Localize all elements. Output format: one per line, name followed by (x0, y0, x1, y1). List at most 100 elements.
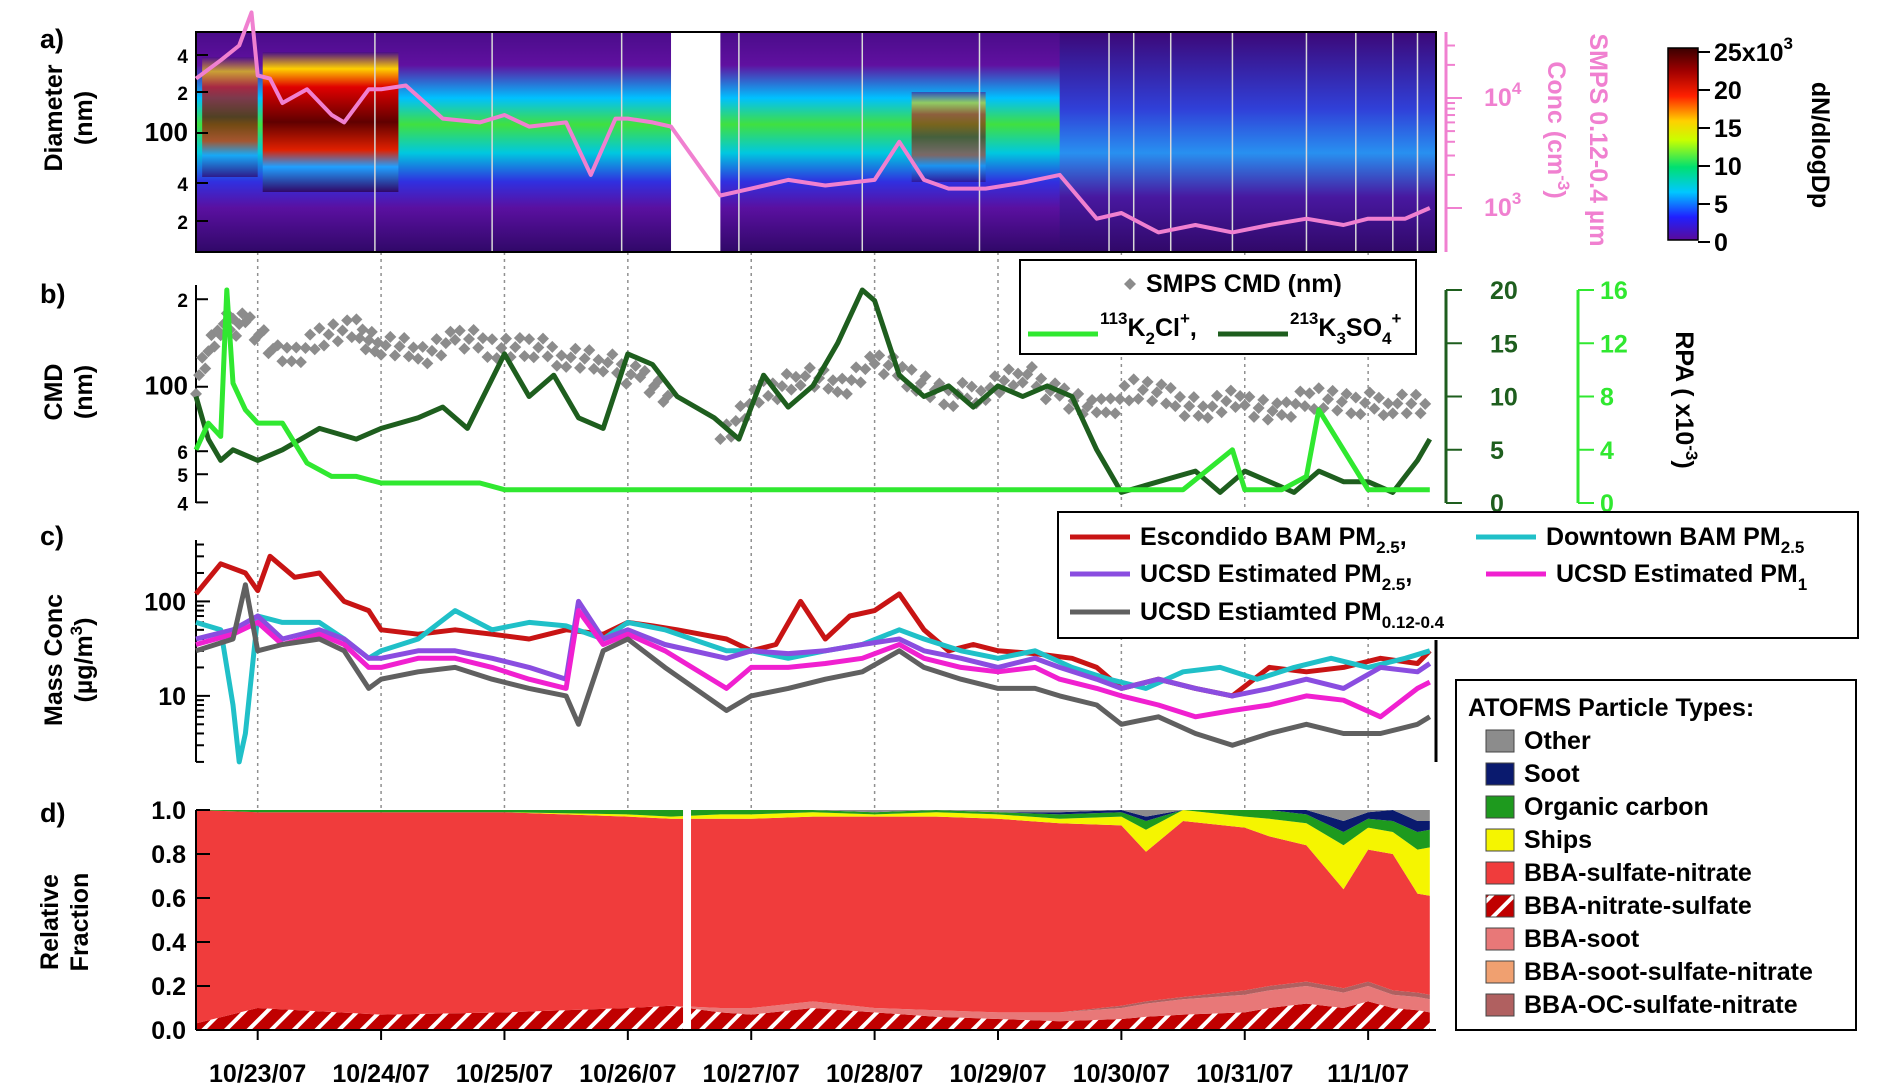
cmd-point (276, 355, 289, 368)
cmd-point (1345, 407, 1358, 420)
mass-conc-line (195, 608, 1431, 765)
cmd-point (1113, 393, 1126, 406)
cmd-point (453, 324, 466, 337)
cmd-point (965, 380, 978, 393)
panel-b-legend-box (1019, 259, 1417, 355)
cmd-point (280, 341, 293, 354)
cmd-point (1127, 373, 1140, 386)
cmd-point (1266, 405, 1279, 418)
cmd-point (313, 322, 326, 335)
cmd-point (1164, 382, 1177, 395)
cmd-point (826, 374, 839, 387)
cmd-point (1187, 391, 1200, 404)
cmd-point (1405, 397, 1418, 410)
cmd-point (1414, 407, 1427, 420)
panel-d: d) Relative Fraction 1.00.80.60.40.20.0 … (36, 679, 1857, 1086)
cmd-point (1141, 375, 1154, 388)
cmd-point (513, 331, 526, 344)
colorbar-tick-label: 0 (1714, 229, 1728, 257)
cmd-point (356, 323, 369, 336)
cmd-point (467, 323, 480, 336)
panel-b-right2-tick-label: 8 (1600, 384, 1614, 412)
cmd-point (1382, 397, 1395, 410)
x-tick-label: 10/27/07 (703, 1060, 800, 1086)
legend-d-swatch (1485, 993, 1515, 1017)
legend-d-label: BBA-soot (1524, 925, 1640, 953)
cmd-point (322, 328, 335, 341)
cmd-point (624, 368, 637, 381)
cmd-point (421, 357, 434, 370)
colorbar-tick-label: 25x103 (1714, 34, 1793, 67)
legend-downtown-label: Downtown BAM PM2.5 (1546, 523, 1804, 557)
cmd-point (1294, 385, 1307, 398)
panel-a-right-tick-label: 103 (1484, 189, 1521, 222)
cmd-point (840, 387, 853, 400)
cmd-point (1224, 384, 1237, 397)
panel-a-right-axis: 104 103 (1444, 32, 1522, 252)
legend-d-swatch (1485, 762, 1515, 786)
panel-a-ytick-label: 100 (145, 117, 188, 147)
cmd-point (304, 328, 317, 341)
cmd-point (336, 324, 349, 337)
legend-d-swatch (1485, 828, 1515, 852)
panel-d-ytick-label: 1.0 (151, 797, 186, 825)
cmd-point (290, 341, 303, 354)
panel-d-data-gap (683, 810, 692, 1030)
cmd-point (412, 352, 425, 365)
panel-b-yticks: 2 100 65 4 (145, 291, 208, 515)
cmd-point (1109, 407, 1122, 420)
panel-c-label: c) (40, 521, 64, 551)
cmd-point (729, 414, 742, 427)
cmd-point (714, 432, 727, 445)
x-tick-label: 10/24/07 (332, 1060, 429, 1086)
cmd-point (1183, 400, 1196, 413)
cmd-point (762, 389, 775, 402)
panel-b-ylabel-line2: (nm) (70, 365, 98, 419)
cmd-point (794, 379, 807, 392)
cmd-point (193, 369, 206, 382)
cmd-point (384, 330, 397, 343)
heatmap-hot-region (262, 52, 399, 192)
cmd-point (1303, 387, 1316, 400)
panel-b-right1-tick-label: 10 (1490, 384, 1518, 412)
cmd-point (1289, 397, 1302, 410)
legend-d-swatch (1485, 729, 1515, 753)
cmd-point (1280, 396, 1293, 409)
panel-c-ylabel-line1: Mass Conc (40, 594, 68, 726)
cmd-point (523, 333, 536, 346)
cmd-point (1197, 400, 1210, 413)
cmd-point (1132, 392, 1145, 405)
legend-d-swatch (1485, 795, 1515, 819)
cmd-point (574, 361, 587, 374)
cmd-point (1123, 394, 1136, 407)
cmd-point (546, 340, 559, 353)
cmd-point (1335, 395, 1348, 408)
cmd-point (500, 332, 512, 345)
x-axis-ticks: 10/23/07 10/24/07 10/25/07 10/26/07 10/27/07… (209, 1030, 1409, 1086)
cmd-point (407, 341, 420, 354)
legend-d-swatch (1485, 960, 1515, 984)
cmd-point (1062, 402, 1075, 415)
cmd-point (199, 362, 212, 375)
panel-c-legend: Escondido BAM PM2.5, Downtown BAM PM2.5 … (1057, 511, 1859, 639)
cmd-point (458, 342, 471, 355)
cmd-point (629, 359, 642, 372)
mass-conc-line (195, 598, 1432, 699)
legend-d-label: BBA-OC-sulfate-nitrate (1524, 991, 1798, 1019)
panel-c-ylabel-line2: (µg/m3) (67, 618, 98, 703)
x-tick-label: 10/26/07 (579, 1060, 676, 1086)
cmd-point (379, 339, 392, 352)
cmd-point (425, 344, 438, 357)
cmd-point (430, 333, 443, 346)
legend-cmd-marker (1124, 278, 1136, 290)
x-tick-label: 10/30/07 (1073, 1060, 1170, 1086)
panel-a-ytick-label: 2 (177, 84, 188, 105)
legend-cmd-label: SMPS CMD (nm) (1146, 270, 1342, 298)
cmd-point (1150, 386, 1163, 399)
cmd-point (1201, 411, 1214, 424)
cmd-point (1025, 361, 1038, 374)
cmd-point (938, 398, 951, 411)
cmd-point (1215, 406, 1228, 419)
